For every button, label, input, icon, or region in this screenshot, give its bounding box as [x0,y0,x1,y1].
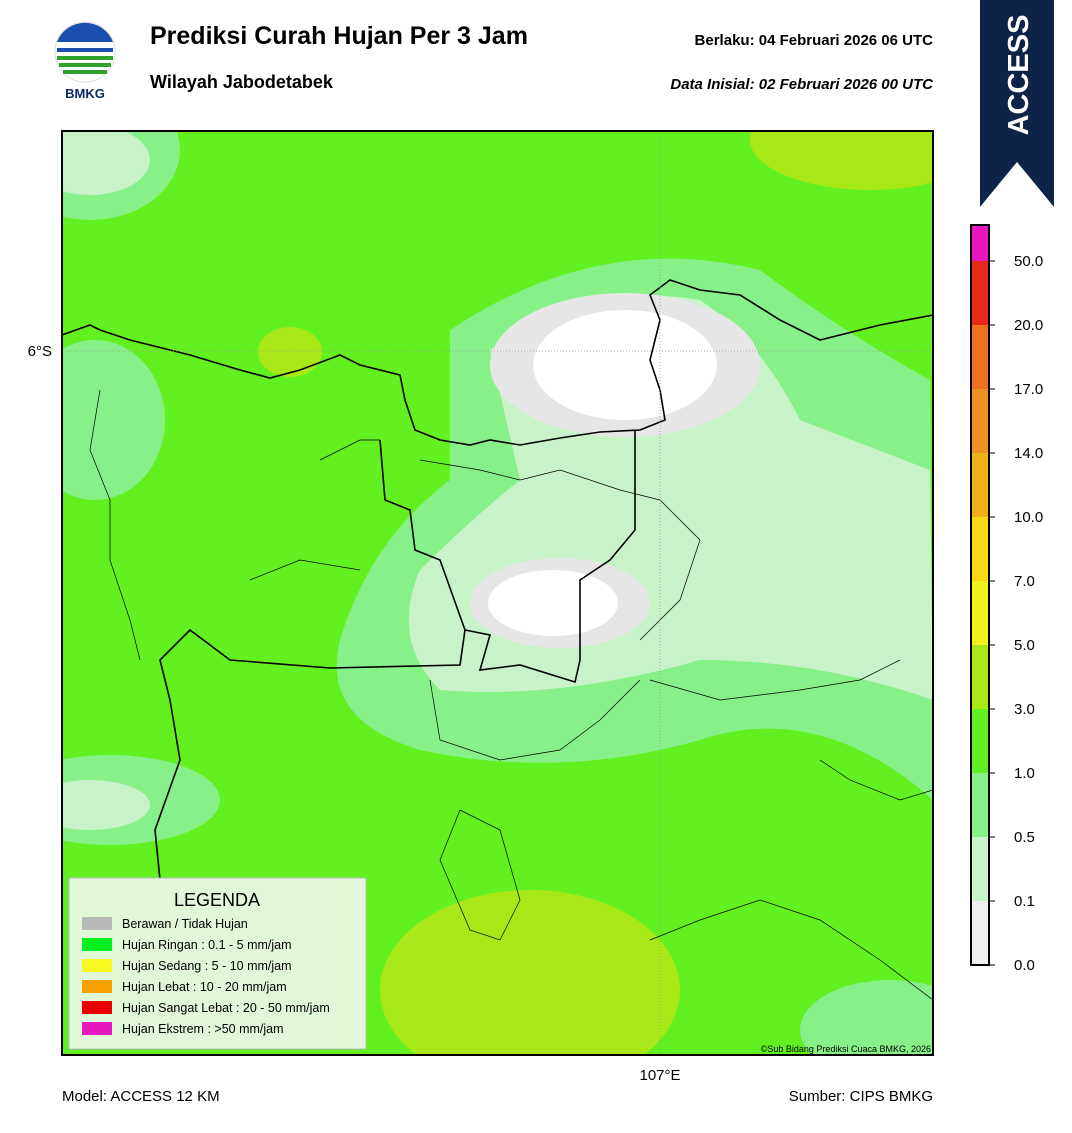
subtitle: Wilayah Jabodetabek [150,72,334,92]
colorbar-tick-label: 3.0 [1014,701,1035,718]
colorbar-tick-label: 20.0 [1014,317,1043,334]
colorbar-segment [971,389,989,453]
footer-source: Sumber: CIPS BMKG [789,1088,933,1105]
lon-label: 107°E [639,1067,680,1084]
coastline [62,279,933,1001]
colorbar-frame [970,224,990,966]
legend-title: LEGENDA [174,890,260,910]
colorbar-tick-label: 0.1 [1014,893,1035,910]
colorbar-segment [971,645,989,709]
colorbar-tick-label: 1.0 [1014,765,1035,782]
legend-swatch [82,938,112,951]
colorbar-tick-label: 5.0 [1014,637,1035,654]
valid-time: Berlaku: 04 Februari 2026 06 UTC [695,32,934,49]
badge-text: ACCESS [1003,15,1035,136]
legend-label: Hujan Ekstrem : >50 mm/jam [122,1022,284,1036]
colorbar-segment [971,453,989,517]
legend-label: Berawan / Tidak Hujan [122,917,248,931]
legend-swatch [82,1001,112,1014]
colorbar-segment [971,773,989,837]
logo: BMKG [54,21,116,101]
legend-label: Hujan Lebat : 10 - 20 mm/jam [122,980,287,994]
legend-label: Hujan Ringan : 0.1 - 5 mm/jam [122,938,292,952]
colorbar-tick-label: 10.0 [1014,509,1043,526]
footer-model: Model: ACCESS 12 KM [62,1088,220,1105]
colorbar-tick-label: 17.0 [1014,381,1043,398]
colorbar-segment [971,517,989,581]
colorbar-tick-label: 14.0 [1014,445,1043,462]
lat-label: 6°S [28,343,52,360]
legend-label: Hujan Sedang : 5 - 10 mm/jam [122,959,292,973]
legend-label: Hujan Sangat Lebat : 20 - 50 mm/jam [122,1001,330,1015]
colorbar-segment [971,325,989,389]
logo-text: BMKG [65,86,105,101]
colorbar-segment [971,581,989,645]
colorbar-tick-label: 0.0 [1014,957,1035,974]
legend-swatch [82,1022,112,1035]
colorbar-segment [971,225,989,261]
colorbar-tick-label: 50.0 [1014,253,1043,270]
map-frame [61,130,934,1056]
badge [980,0,1054,207]
legend-swatch [82,959,112,972]
legend-swatch [82,980,112,993]
colorbar-tick-label: 7.0 [1014,573,1035,590]
legend-swatch [82,917,112,930]
colorbar-segment [971,901,989,965]
credit: ©Sub Bidang Prediksi Cuaca BMKG, 2026 [761,1044,931,1054]
colorbar-segment [971,837,989,901]
colorbar-segment [971,709,989,773]
legend-box [68,877,367,1050]
title: Prediksi Curah Hujan Per 3 Jam [150,22,528,50]
colorbar-segment [971,261,989,325]
init-time: Data Inisial: 02 Februari 2026 00 UTC [670,76,934,93]
colorbar-tick-label: 0.5 [1014,829,1035,846]
